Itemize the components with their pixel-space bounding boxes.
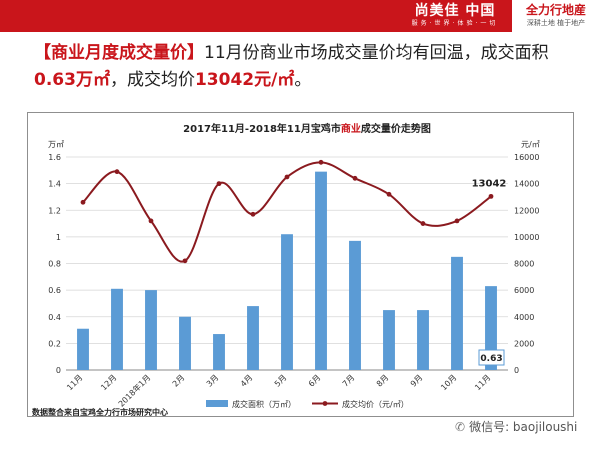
wechat-id: 微信号: baojiloushi: [469, 420, 578, 434]
brand-logo-left: 尚美佳 中国 服务·世界·体验·一切: [411, 3, 499, 28]
bar-6: [281, 234, 293, 370]
bar-5: [247, 306, 259, 370]
x-tick-label: 8月: [375, 373, 391, 389]
legend-swatch-area: [206, 400, 228, 407]
headline: 【商业月度成交量价】11月份商业市场成交量价均有回温，成交面积 0.63万㎡，成交…: [34, 40, 574, 94]
y-right-tick: 16000: [514, 153, 539, 162]
legend-label-price: 成交均价（元/㎡）: [342, 399, 409, 409]
y-left-tick: 0.4: [48, 313, 61, 322]
y-right-tick: 0: [514, 366, 519, 375]
chart-title: 2017年11月-2018年11月宝鸡市商业成交量价走势图: [183, 122, 431, 135]
y-left-tick: 1.4: [48, 180, 61, 189]
y-left-tick: 0.8: [48, 260, 61, 269]
y-right-unit: 元/㎡: [521, 140, 540, 149]
x-tick-label: 2月: [171, 373, 187, 389]
price-point-3: [182, 258, 188, 264]
annotation-price: 13042: [472, 178, 507, 189]
legend-marker-price: [322, 401, 328, 406]
y-right-tick: 2000: [514, 339, 534, 348]
headline-price-value: 13042元/㎡: [194, 70, 295, 90]
bar-1: [111, 288, 123, 370]
y-left-unit: 万㎡: [48, 140, 64, 149]
price-point-1: [114, 169, 120, 175]
wechat-watermark: ✆ 微信号: baojiloushi: [455, 418, 577, 435]
price-point-4: [216, 181, 222, 187]
x-tick-label: 11月: [65, 373, 84, 392]
bar-2: [145, 290, 157, 370]
x-tick-label: 10月: [439, 373, 458, 392]
price-point-11: [454, 218, 460, 224]
y-left-tick: 0.6: [48, 286, 61, 295]
x-tick-label: 6月: [307, 373, 323, 389]
y-right-tick: 12000: [514, 206, 539, 215]
bar-9: [383, 310, 395, 370]
price-point-7: [318, 159, 324, 165]
wechat-icon: ✆: [455, 420, 466, 434]
y-right-tick: 10000: [514, 233, 539, 242]
price-point-12: [488, 193, 494, 199]
x-tick-label: 7月: [341, 373, 357, 389]
top-banner: [0, 0, 600, 32]
headline-text-1: 11月份商业市场成交量价均有回温，成交面积: [204, 43, 549, 63]
x-tick-label: 11月: [473, 373, 492, 392]
bar-8: [349, 240, 361, 370]
annotation-area: 0.63: [480, 354, 502, 364]
price-point-5: [250, 211, 256, 217]
headline-text-3: 。: [294, 70, 312, 90]
bar-0: [77, 328, 89, 370]
y-right-tick: 6000: [514, 286, 534, 295]
chart-source: 数据整合来自宝鸡全力行市场研究中心: [32, 407, 168, 416]
bar-12: [485, 286, 497, 370]
bar-10: [417, 310, 429, 370]
x-tick-label: 4月: [239, 373, 255, 389]
x-tick-label: 12月: [99, 373, 118, 392]
price-point-2: [148, 218, 154, 224]
chart-frame: 2017年11月-2018年11月宝鸡市商业成交量价走势图万㎡ 元/㎡ 0 0.2 0.…: [27, 112, 574, 417]
bar-11: [451, 256, 463, 370]
brand-tab: [512, 0, 600, 32]
price-point-9: [386, 191, 392, 197]
y-left-tick: 0.2: [48, 339, 61, 348]
y-left-tick: 1.2: [48, 206, 61, 215]
price-point-8: [352, 175, 358, 181]
y-right-tick: 8000: [514, 260, 534, 269]
price-point-0: [80, 199, 86, 205]
bar-4: [213, 334, 225, 370]
y-left-tick: 1.6: [48, 153, 61, 162]
bar-7: [315, 171, 327, 370]
brand-logo-right: 全力行地産 深耕土地 植于地产: [525, 3, 586, 27]
headline-area-value: 0.63万㎡: [34, 70, 110, 90]
x-tick-label: 2018年1月: [116, 372, 152, 408]
x-tick-label: 9月: [409, 373, 425, 389]
annotation-area-box: [478, 349, 505, 366]
bar-3: [179, 316, 191, 370]
price-point-6: [284, 174, 290, 180]
headline-text-2: ，成交均价: [109, 70, 195, 90]
legend-label-area: 成交面积（万㎡）: [232, 399, 296, 409]
headline-tag: 【商业月度成交量价】: [34, 43, 204, 63]
y-left-tick: 0: [56, 366, 61, 375]
x-tick-label: 5月: [273, 373, 289, 389]
price-point-10: [420, 221, 426, 226]
x-tick-label: 3月: [205, 373, 221, 389]
y-left-tick: 1: [56, 233, 61, 242]
y-right-tick: 14000: [514, 180, 539, 189]
y-right-tick: 4000: [514, 313, 534, 322]
